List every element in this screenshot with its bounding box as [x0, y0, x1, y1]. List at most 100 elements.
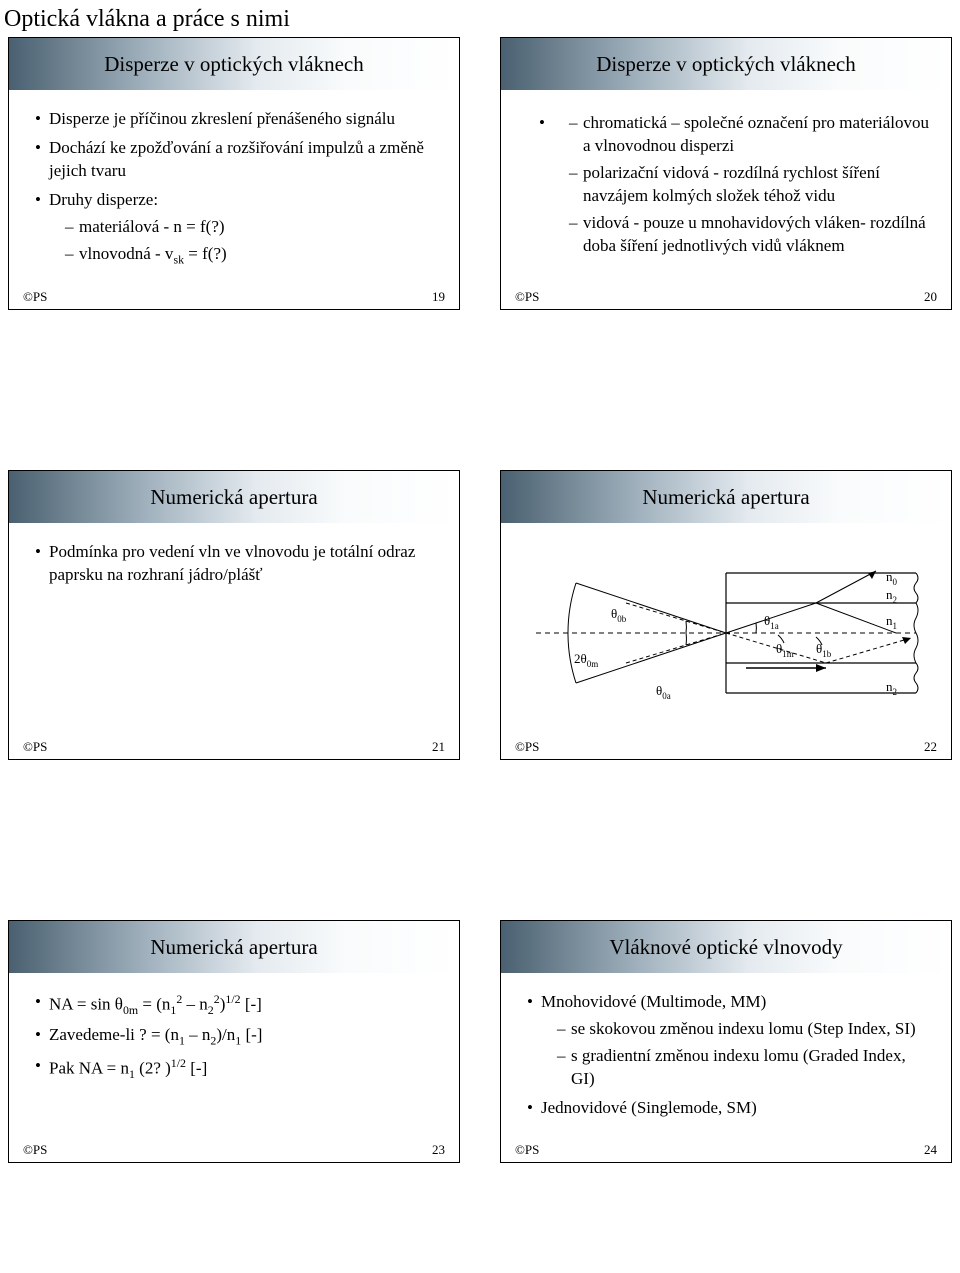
text: s gradientní změnou indexu lomu (Graded … [571, 1046, 906, 1088]
text: [-] [186, 1058, 207, 1077]
bullet: Disperze je příčinou zkreslení přenášené… [35, 108, 441, 131]
sub-bullet: materiálová - n = f(?) [65, 216, 441, 239]
svg-text:θ0a: θ0a [656, 683, 671, 701]
sub-bullet: vidová - pouze u mnohavidových vláken- r… [569, 212, 933, 258]
slide-number: 24 [924, 1142, 937, 1158]
slide-header: Vláknové optické vlnovody [501, 921, 951, 973]
text: = (n [147, 1025, 179, 1044]
text: materiálová - n = f( [79, 217, 211, 236]
slide-header: Disperze v optických vláknech [9, 38, 459, 90]
bullet: Zavedeme-li ? = (n1 – n2)/n1 [-] [35, 1024, 441, 1048]
text: NA = sin θ [49, 995, 123, 1014]
svg-text:n0: n0 [886, 569, 898, 587]
sub-bullet: se skokovou změnou indexu lomu (Step Ind… [557, 1018, 933, 1041]
text: ? [153, 1058, 161, 1077]
slide-19: Disperze v optických vláknech Disperze j… [8, 37, 460, 310]
slide-number: 23 [432, 1142, 445, 1158]
bullet: Pak NA = n1 (2? )1/2 [-] [35, 1055, 441, 1082]
text: ) [219, 217, 225, 236]
slide-title: Numerická apertura [150, 935, 317, 960]
text: vidová - pouze u mnohavidových vláken- r… [583, 213, 926, 255]
slide-header: Numerická apertura [9, 471, 459, 523]
text: Pak NA = n [49, 1058, 129, 1077]
slide-footer: ©PS 24 [501, 1142, 951, 1158]
superscript: 1/2 [171, 1056, 186, 1070]
slide-footer: ©PS 23 [9, 1142, 459, 1158]
slide-22: Numerická apertura [500, 470, 952, 760]
text: ? [211, 217, 219, 236]
slide-21: Numerická apertura Podmínka pro vedení v… [8, 470, 460, 760]
slide-body: chromatická – společné označení pro mate… [501, 90, 951, 274]
slide-footer: ©PS 22 [501, 739, 951, 755]
bullet: Druhy disperze: materiálová - n = f(?) v… [35, 189, 441, 267]
text: – n [182, 995, 208, 1014]
slide-body: Mnohovidové (Multimode, MM) se skokovou … [501, 973, 951, 1136]
slide-grid: Disperze v optických vláknech Disperze j… [0, 37, 960, 1183]
sub-bullet: chromatická – společné označení pro mate… [569, 112, 933, 158]
bullet: Mnohovidové (Multimode, MM) se skokovou … [527, 991, 933, 1091]
spacer [500, 770, 952, 910]
text: [-] [241, 995, 262, 1014]
text: (2 [135, 1058, 153, 1077]
superscript: 1/2 [225, 992, 240, 1006]
slide-body: Disperze je příčinou zkreslení přenášené… [9, 90, 459, 283]
slide-footer: ©PS 19 [9, 289, 459, 305]
bullet-text: Podmínka pro vedení vln ve vlnovodu je t… [49, 542, 415, 584]
bullet-text: Mnohovidové (Multimode, MM) [541, 992, 766, 1011]
text: polarizační vidová - rozdílná rychlost š… [583, 163, 880, 205]
bullet-text: Dochází ke zpožďování a rozšiřování impu… [49, 138, 424, 180]
text: = (n [138, 995, 170, 1014]
slide-title: Disperze v optických vláknech [104, 52, 364, 77]
aperture-diagram: θ0b 2θ0m θ0a θ1a θ1m θ1b n0 n2 n1 n2 [516, 533, 936, 733]
slide-body: NA = sin θ0m = (n12 – n22)1/2 [-] Zavede… [9, 973, 459, 1098]
spacer [500, 320, 952, 460]
subscript: 0m [123, 1003, 138, 1017]
slide-number: 22 [924, 739, 937, 755]
svg-text:θ1b: θ1b [816, 641, 832, 659]
bullet: Jednovidové (Singlemode, SM) [527, 1097, 933, 1120]
footer-credit: ©PS [23, 739, 47, 755]
svg-text:θ0b: θ0b [611, 606, 627, 624]
footer-credit: ©PS [515, 1142, 539, 1158]
spacer [8, 320, 460, 460]
svg-text:θ1m: θ1m [776, 641, 794, 659]
footer-credit: ©PS [23, 1142, 47, 1158]
slide-footer: ©PS 20 [501, 289, 951, 305]
bullet: Podmínka pro vedení vln ve vlnovodu je t… [35, 541, 441, 587]
svg-text:n2: n2 [886, 679, 897, 697]
sub-bullet: vlnovodná - vsk = f(?) [65, 243, 441, 267]
text: [-] [241, 1025, 262, 1044]
text: )/n [216, 1025, 235, 1044]
slide-title: Numerická apertura [150, 485, 317, 510]
page-title-text: Optická vlákna a práce s nimi [4, 6, 290, 32]
bullet-text: Jednovidové (Singlemode, SM) [541, 1098, 757, 1117]
text: vlnovodná - v [79, 244, 173, 263]
sub-bullet: polarizační vidová - rozdílná rychlost š… [569, 162, 933, 208]
text: – n [185, 1025, 211, 1044]
slide-title: Disperze v optických vláknech [596, 52, 856, 77]
footer-credit: ©PS [23, 289, 47, 305]
slide-header: Numerická apertura [501, 471, 951, 523]
slide-title: Numerická apertura [642, 485, 809, 510]
slide-number: 19 [432, 289, 445, 305]
slide-body: Podmínka pro vedení vln ve vlnovodu je t… [9, 523, 459, 603]
svg-text:2θ0m: 2θ0m [574, 651, 598, 669]
slide-24: Vláknové optické vlnovody Mnohovidové (M… [500, 920, 952, 1163]
text: ? [139, 1025, 147, 1044]
sub-bullet: s gradientní změnou indexu lomu (Graded … [557, 1045, 933, 1091]
bullet-text: Disperze je příčinou zkreslení přenášené… [49, 109, 395, 128]
text: ) [161, 1058, 171, 1077]
bullet: NA = sin θ0m = (n12 – n22)1/2 [-] [35, 991, 441, 1018]
footer-credit: ©PS [515, 289, 539, 305]
text: se skokovou změnou indexu lomu (Step Ind… [571, 1019, 916, 1038]
text: ) [221, 244, 227, 263]
spacer [8, 770, 460, 910]
slide-header: Numerická apertura [9, 921, 459, 973]
slide-20: Disperze v optických vláknech chromatick… [500, 37, 952, 310]
slide-23: Numerická apertura NA = sin θ0m = (n12 –… [8, 920, 460, 1163]
text: chromatická – společné označení pro mate… [583, 113, 929, 155]
slide-number: 20 [924, 289, 937, 305]
page-title: Optická vlákna a práce s nimi [0, 0, 960, 37]
text: ? [213, 244, 221, 263]
slide-title: Vláknové optické vlnovody [609, 935, 842, 960]
